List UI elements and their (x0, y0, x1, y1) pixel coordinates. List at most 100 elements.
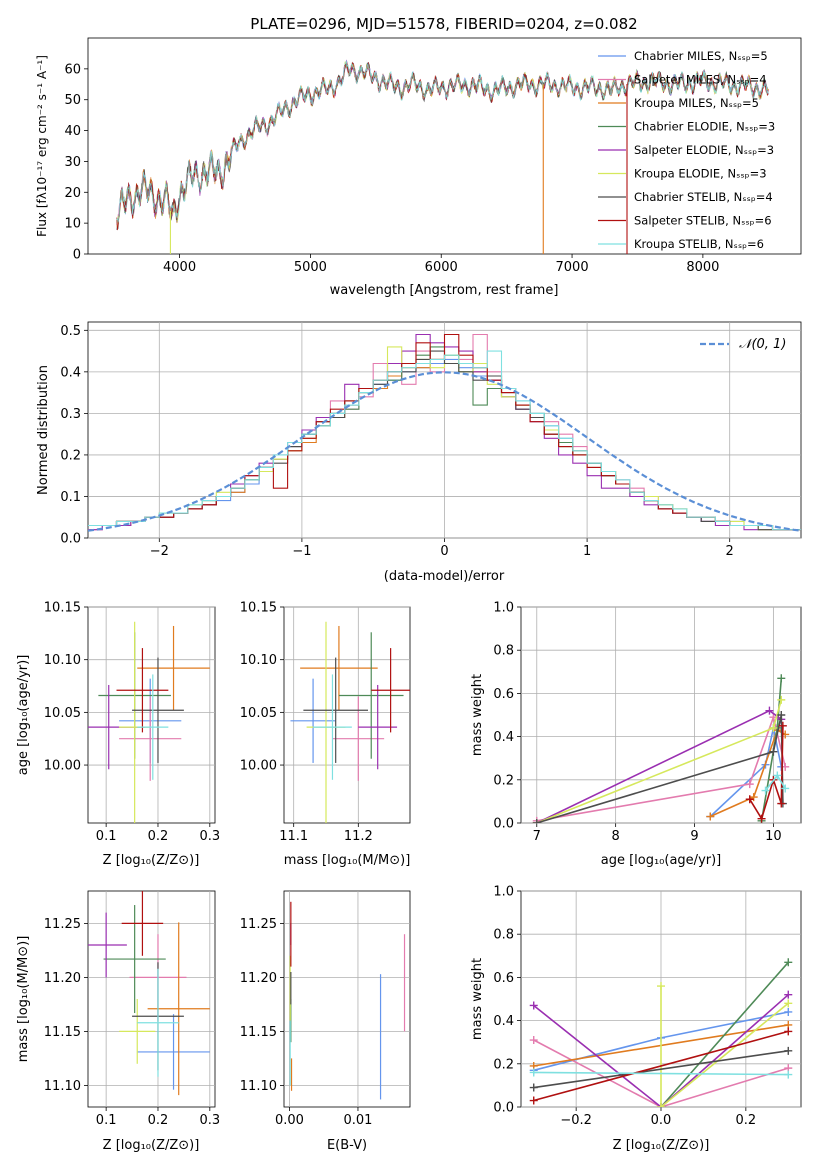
y-tick-label: 0.8 (493, 928, 514, 943)
residuals-panel: −2 −1 0 1 2 0.0 0.1 0.2 0.3 0.4 0.5 (data-model)/e… (36, 321, 802, 584)
x-tick-label: 0.2 (148, 1113, 169, 1128)
mass-vs-z-x-label: Z [log₁₀(Z/Z⊙)] (103, 1138, 200, 1153)
mass-vs-z-panel: 0.1 0.2 0.3 11.10 11.15 11.20 11.25 Z [log₁₀(Z… (16, 890, 220, 1153)
x-tick-label: 0.2 (148, 829, 169, 844)
weight-point-marker (777, 695, 786, 704)
x-tick-label: 8 (612, 829, 620, 844)
x-tick-label: 0.3 (199, 1113, 220, 1128)
y-tick-label: 0.6 (493, 687, 514, 702)
y-tick-label: 10.00 (44, 759, 81, 774)
y-tick-label: 0.0 (60, 532, 81, 547)
legend-label-salpeter-stelib-n-6: Salpeter STELIB, Nₛₛₚ=6 (634, 214, 772, 228)
weight-vs-age-plot-area: 7 8 9 10 0.0 0.2 0.4 0.6 0.8 1.0 (493, 601, 801, 844)
spectrum-line-chabrier-stelib-n-4 (116, 62, 769, 230)
weight-point-marker (777, 674, 786, 683)
weight-point-marker (529, 1036, 538, 1045)
normal-legend-label: 𝒩(0, 1) (739, 337, 786, 352)
y-tick-label: 0.4 (60, 365, 81, 380)
x-tick-label: 8000 (686, 260, 719, 275)
x-tick-label: 4000 (163, 260, 196, 275)
y-tick-label: 0.2 (60, 448, 81, 463)
residual-histogram (88, 350, 801, 531)
weight-point-marker (784, 999, 793, 1008)
weight-line (709, 727, 783, 818)
y-tick-label: 11.25 (240, 917, 277, 932)
y-tick-label: 10.05 (44, 706, 81, 721)
y-tick-label: 11.20 (240, 971, 277, 986)
x-tick-label: 5000 (294, 260, 327, 275)
x-tick-label: 9 (690, 829, 698, 844)
y-tick-label: 11.25 (44, 917, 81, 932)
legend-label-chabrier-stelib-n-4: Chabrier STELIB, Nₛₛₚ=4 (634, 190, 773, 204)
weight-point-marker (657, 1103, 665, 1107)
mass-vs-z-y-label: mass [log₁₀(M/M⊙)] (16, 936, 31, 1063)
spectrum-line-kroupa-stelib-n-6 (116, 60, 769, 224)
plot-marks (88, 333, 801, 532)
y-tick-label: 0.4 (493, 730, 514, 745)
plot-marks (116, 59, 769, 254)
weight-point-marker (761, 786, 770, 795)
x-tick-label: 0 (440, 544, 448, 559)
weight-line (536, 714, 786, 822)
weight-point-marker (781, 784, 790, 793)
y-tick-label: 10.05 (240, 706, 277, 721)
weight-point-marker (657, 982, 665, 991)
x-tick-label: 1 (583, 544, 591, 559)
x-tick-label: 0.3 (199, 829, 220, 844)
age-vs-z-plot-frame (87, 606, 216, 824)
y-tick-label: 0 (73, 248, 81, 263)
y-tick-label: 0.1 (60, 490, 81, 505)
weight-vs-z-panel: −0.2 0.0 0.2 0.0 0.2 0.4 0.6 0.8 1.0 Z [log₁₀(Z/… (470, 885, 802, 1153)
y-tick-label: 50 (64, 93, 81, 108)
legend-label-kroupa-stelib-n-6: Kroupa STELIB, Nₛₛₚ=6 (634, 237, 764, 251)
figure-title: PLATE=0296, MJD=51578, FIBERID=0204, z=0… (250, 15, 637, 33)
legend-label-kroupa-miles-n-5: Kroupa MILES, Nₛₛₚ=5 (634, 96, 759, 110)
y-tick-label: 11.20 (44, 971, 81, 986)
weight-vs-z-y-label: mass weight (470, 958, 485, 1040)
age-vs-z-y-label: age [log₁₀(age/yr)] (16, 655, 31, 776)
mass-vs-ebv-plot-frame (283, 890, 411, 1108)
weight-vs-z-plot-area: −0.2 0.0 0.2 0.0 0.2 0.4 0.6 0.8 1.0 (493, 885, 801, 1128)
plot-marks (88, 621, 210, 823)
spectrum-y-label: Flux [fλ10⁻¹⁷ erg cm⁻² s⁻¹ A⁻¹] (35, 55, 49, 237)
legend-label-chabrier-elodie-n-3: Chabrier ELODIE, Nₛₛₚ=3 (634, 120, 775, 134)
y-tick-label: 0.4 (493, 1014, 514, 1029)
plot-marks (289, 901, 406, 1100)
x-tick-label: −2 (150, 544, 169, 559)
mass-vs-ebv-x-label: E(B-V) (327, 1138, 367, 1153)
y-tick-label: 11.10 (240, 1079, 277, 1094)
weight-line (533, 1071, 789, 1076)
residuals-x-label: (data-model)/error (384, 569, 505, 584)
x-tick-label: 7000 (556, 260, 589, 275)
weight-vs-z-x-label: Z [log₁₀(Z/Z⊙)] (613, 1138, 710, 1153)
legend-label-chabrier-miles-n-5: Chabrier MILES, Nₛₛₚ=5 (634, 49, 768, 63)
x-tick-label: 2 (726, 544, 734, 559)
weight-line (533, 994, 789, 1107)
y-tick-label: 10.10 (44, 653, 81, 668)
weight-vs-age-plot-frame (520, 606, 802, 824)
plot-marks (532, 674, 790, 823)
x-tick-label: 11.1 (279, 829, 308, 844)
y-tick-label: 11.10 (44, 1079, 81, 1094)
y-tick-label: 0.5 (60, 324, 81, 339)
y-tick-label: 60 (64, 62, 81, 77)
spectrum-legend: Chabrier MILES, Nₛₛₚ=5 Salpeter MILES, Nₛ… (598, 49, 775, 251)
residuals-plot-area: −2 −1 0 1 2 0.0 0.1 0.2 0.3 0.4 0.5 (60, 322, 801, 559)
age-vs-z-panel: 0.1 0.2 0.3 10.00 10.05 10.10 10.15 Z [log₁₀(Z… (16, 601, 220, 869)
x-tick-label: 0.1 (96, 829, 117, 844)
age-vs-mass-x-label: mass [log₁₀(M/M⊙)] (284, 853, 411, 868)
y-tick-label: 10.10 (240, 653, 277, 668)
age-vs-z-x-label: Z [log₁₀(Z/Z⊙)] (103, 853, 200, 868)
weight-point-marker (529, 1096, 538, 1105)
x-tick-label: 0.0 (651, 1113, 672, 1128)
age-vs-z-plot-area: 0.1 0.2 0.3 10.00 10.05 10.10 10.15 (44, 601, 220, 845)
normal-reference-curve (88, 371, 801, 532)
y-tick-label: 0.0 (493, 1101, 514, 1116)
weight-point-marker (765, 706, 774, 715)
mass-vs-z-plot-frame (87, 890, 216, 1108)
weight-vs-age-y-label: mass weight (470, 674, 485, 756)
weight-line (660, 986, 789, 1107)
y-tick-label: 0.2 (493, 1057, 514, 1072)
x-tick-label: 7 (533, 829, 541, 844)
age-vs-mass-plot-area: 11.1 11.2 10.00 10.05 10.10 10.15 (240, 601, 410, 844)
